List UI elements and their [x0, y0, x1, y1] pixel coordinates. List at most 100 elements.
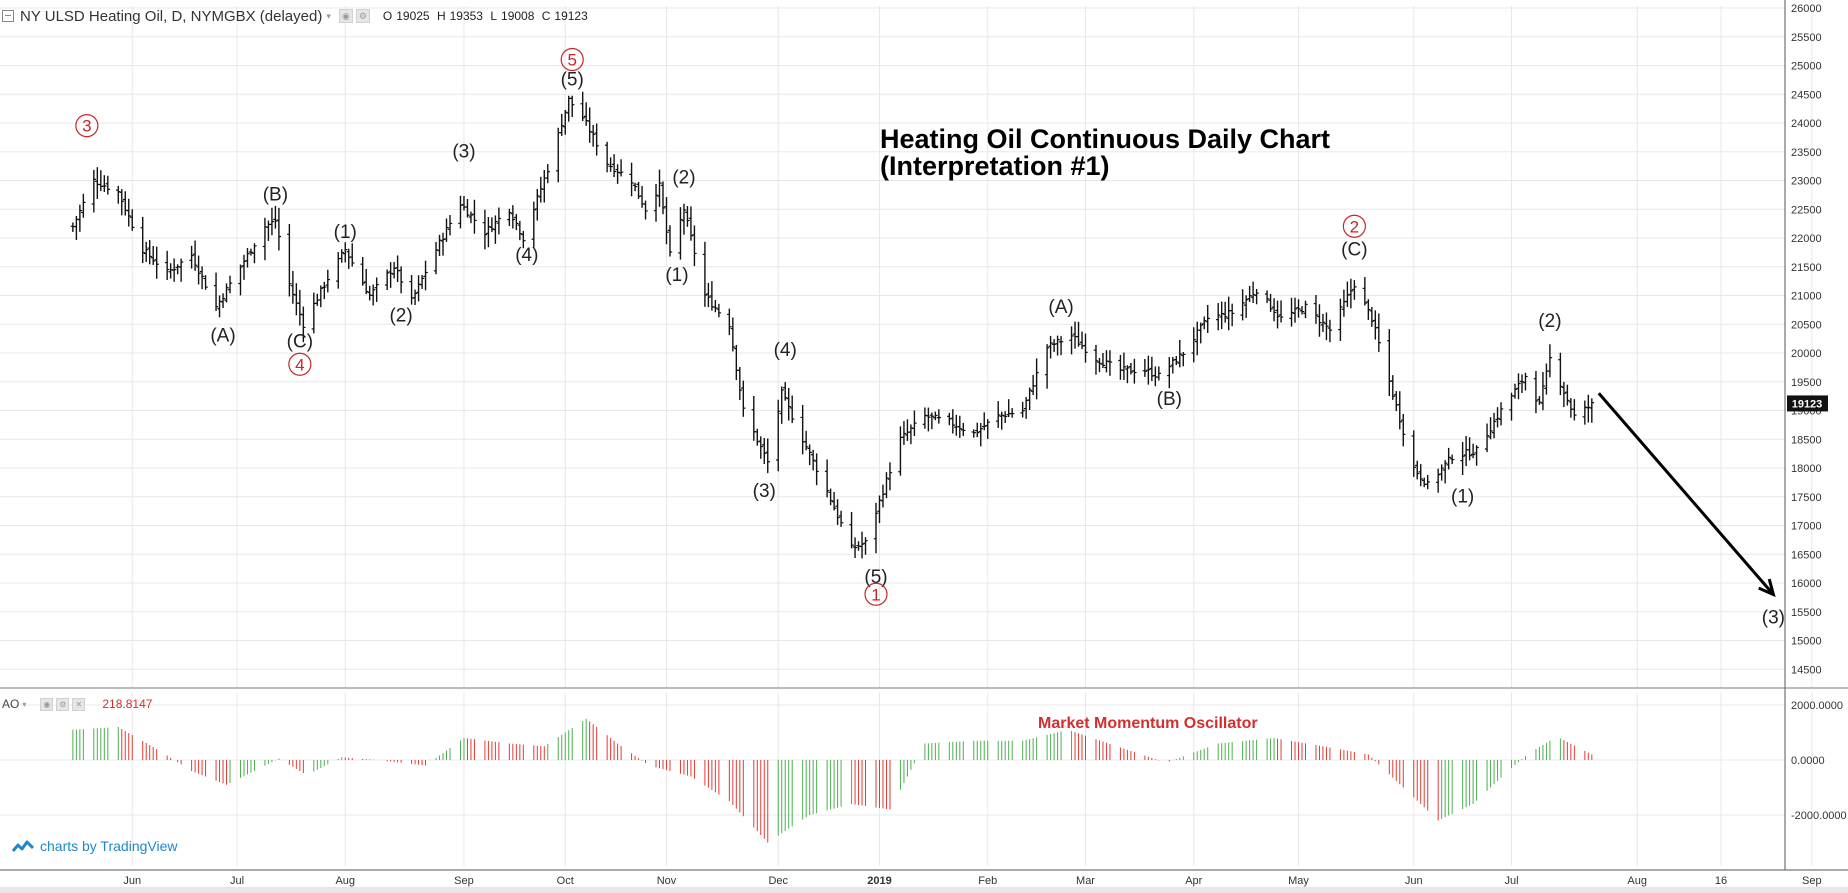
time-axis-tick-label: May: [1288, 875, 1309, 887]
chart-subtitle: (Interpretation #1): [880, 151, 1110, 181]
price-bar: [1177, 339, 1182, 368]
price-bar: [1072, 321, 1078, 349]
branding[interactable]: charts by TradingView: [12, 838, 177, 854]
price-bar: [1202, 316, 1207, 330]
price-bar: [1254, 288, 1259, 305]
ohlc-high-key: H: [436, 9, 446, 23]
price-bar: [363, 268, 369, 295]
price-bar: [119, 189, 124, 216]
price-bar: [877, 495, 882, 524]
price-bar: [657, 169, 662, 207]
wave-label-circled: 5: [560, 47, 584, 72]
price-bar: [678, 207, 683, 260]
price-bar: [1275, 300, 1280, 329]
price-bar: [859, 531, 865, 559]
price-bar: [1509, 392, 1514, 421]
close-icon[interactable]: ✕: [72, 697, 86, 711]
price-bar: [1586, 394, 1591, 423]
price-bar: [440, 232, 446, 256]
ohlc-open-key: O: [382, 9, 393, 23]
price-bar: [1181, 352, 1186, 367]
price-bar: [189, 245, 194, 269]
price-bar: [461, 196, 467, 211]
price-bar: [1156, 366, 1162, 381]
price-bar: [1006, 399, 1011, 418]
price-bar: [1565, 384, 1570, 406]
price-axis-tick-label: 24500: [1791, 89, 1822, 101]
price-bar: [178, 258, 184, 282]
price-bar: [681, 203, 687, 235]
price-bar: [1488, 417, 1493, 440]
price-bar: [755, 428, 760, 446]
price-bar: [496, 207, 502, 235]
symbol-title[interactable]: NY ULSD Heating Oil, D, NYMGBX (delayed): [20, 7, 323, 25]
wave-label: (B): [263, 185, 288, 206]
collapse-icon[interactable]: [2, 10, 14, 22]
ohlc-close-value: 19123: [554, 9, 588, 23]
price-bar: [248, 248, 254, 256]
ohlc-open-value: 19025: [396, 9, 430, 23]
price-bar: [1002, 411, 1008, 424]
price-bar: [1435, 468, 1441, 493]
settings-icon[interactable]: ⚙: [56, 697, 70, 711]
price-bar: [322, 281, 327, 300]
wave-label: (1): [334, 222, 357, 243]
chevron-down-icon[interactable]: ▾: [326, 10, 331, 21]
price-bar: [1142, 359, 1148, 377]
price-bar: [1320, 313, 1326, 332]
time-axis-tick-label: 2019: [867, 875, 891, 887]
price-bar: [1376, 313, 1382, 352]
price-bar: [367, 285, 372, 301]
price-bar: [1561, 381, 1567, 408]
price-bar: [660, 181, 666, 215]
price-bar: [437, 234, 442, 256]
price-bar: [933, 411, 938, 421]
price-bar: [318, 285, 324, 308]
time-axis-tick-label: Jun: [1405, 875, 1423, 887]
price-axis-tick-label: 21500: [1791, 262, 1822, 274]
price-axis-tick-label: 20000: [1791, 348, 1822, 360]
eye-icon[interactable]: ◉: [338, 9, 353, 23]
price-bar: [789, 395, 795, 424]
price-bar: [926, 407, 931, 432]
overlay: 19123: [1597, 392, 1828, 598]
wave-label: (3): [753, 481, 776, 502]
price-bar: [849, 511, 854, 549]
price-bar: [1243, 295, 1249, 318]
price-bar: [1296, 299, 1301, 318]
price-bar: [144, 241, 149, 262]
price-bar: [1079, 331, 1085, 350]
price-bar: [154, 246, 159, 279]
last-price-tag-bg: [1787, 395, 1828, 412]
price-bar: [311, 292, 317, 334]
wave-label: (A): [210, 326, 235, 347]
price-bar: [1387, 329, 1392, 397]
price-bar: [908, 424, 914, 445]
price-bar: [975, 422, 980, 438]
price-bar: [1076, 321, 1081, 347]
price-bar: [996, 401, 1001, 428]
price-bar: [203, 275, 208, 290]
price-bar: [227, 275, 233, 294]
price-bar: [164, 250, 170, 280]
price-bar: [325, 269, 330, 293]
indicator-name[interactable]: AO: [2, 697, 20, 711]
price-bar: [531, 201, 537, 249]
price-bar: [1327, 319, 1333, 343]
time-axis-tick-label: Sep: [1802, 875, 1822, 887]
wave-label: (2): [672, 167, 695, 188]
price-bar: [1411, 430, 1416, 477]
eye-icon[interactable]: ◉: [40, 697, 54, 711]
price-axis-tick-label: 18000: [1791, 463, 1822, 475]
price-bar: [350, 243, 355, 267]
price-axis-tick-label: 15500: [1791, 607, 1822, 619]
price-bar: [1149, 356, 1155, 382]
settings-icon[interactable]: ⚙: [355, 9, 370, 23]
price-bar: [1352, 280, 1357, 300]
price-bar: [276, 207, 282, 251]
price-bar: [786, 387, 791, 421]
chevron-down-icon[interactable]: ▾: [22, 699, 27, 709]
ao-axis-tick-label: -2000.0000: [1791, 810, 1847, 822]
